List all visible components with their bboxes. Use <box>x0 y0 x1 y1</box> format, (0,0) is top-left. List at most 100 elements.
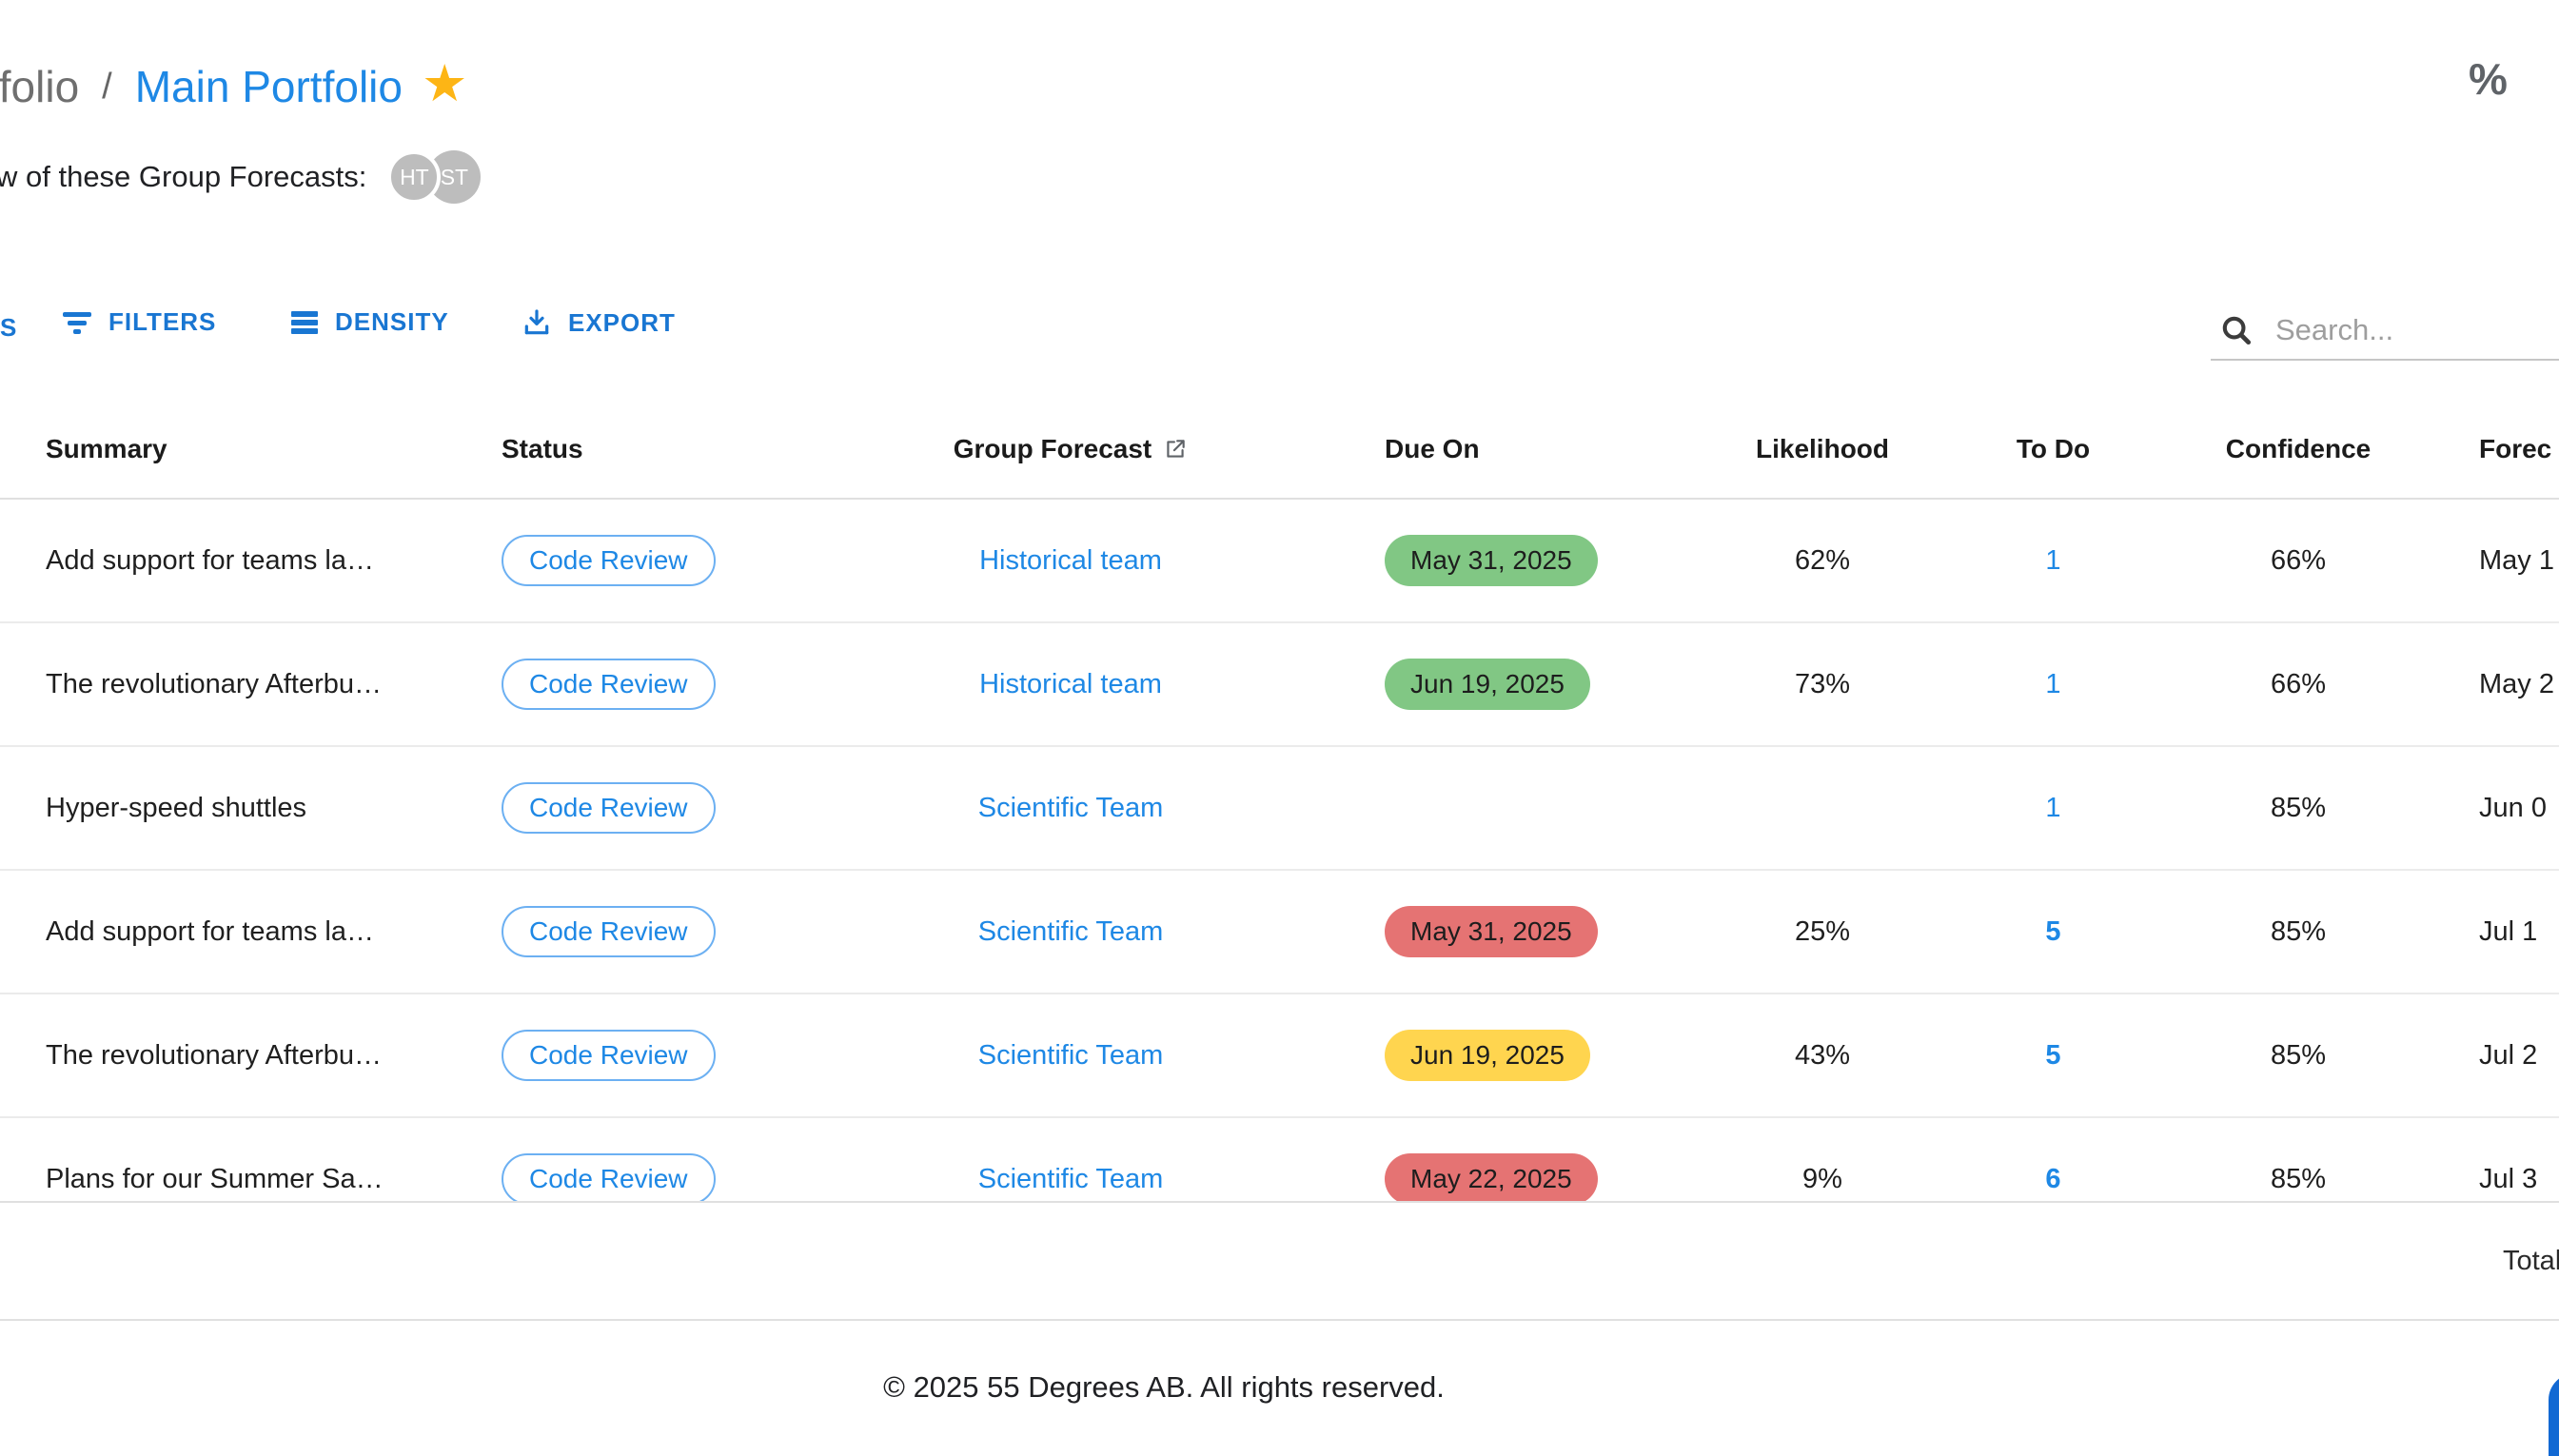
todo-cell: 5 <box>1984 916 2122 948</box>
table-toolbar: S FILTERS DENSITY EXPORT <box>0 300 2559 361</box>
due-on-cell: Jun 19, 2025 <box>1270 659 1661 710</box>
likelihood-cell: 73% <box>1794 668 1851 699</box>
col-header-status[interactable]: Status <box>502 433 583 463</box>
favorite-star-icon[interactable]: ★ <box>421 55 468 112</box>
filter-icon <box>63 311 91 334</box>
export-button-label: EXPORT <box>568 307 676 337</box>
summary-cell: Plans for our Summer Sa… <box>46 1163 384 1194</box>
todo-link[interactable]: 5 <box>2045 1039 2061 1071</box>
todo-cell: 5 <box>1984 1040 2122 1072</box>
due-on-cell: Jun 19, 2025 <box>1270 1030 1661 1081</box>
percent-toggle-button[interactable]: % <box>2469 54 2508 104</box>
search-input[interactable] <box>2275 313 2559 347</box>
group-forecast-link[interactable]: Scientific Team <box>977 915 1164 947</box>
todo-cell: 1 <box>1984 545 2122 577</box>
due-on-cell: May 22, 2025 <box>1270 1153 1661 1201</box>
status-chip: Code Review <box>502 906 716 957</box>
due-date-pill: May 31, 2025 <box>1385 535 1598 586</box>
status-cell: Code Review <box>457 1153 871 1201</box>
export-button[interactable]: EXPORT <box>521 307 676 338</box>
page-title[interactable]: Main Portfolio <box>134 62 403 111</box>
forecast-cell: Jul 1 <box>2479 915 2538 947</box>
todo-cell: 1 <box>1984 793 2122 824</box>
confidence-cell: 85% <box>2270 1163 2327 1194</box>
confidence-cell: 85% <box>2270 792 2327 823</box>
col-header-likelihood[interactable]: Likelihood <box>1756 433 1889 463</box>
confidence-cell: 85% <box>2270 1039 2327 1071</box>
summary-cell: Add support for teams la… <box>46 544 374 576</box>
table-body: Add support for teams la… Code Review Hi… <box>0 500 2559 1201</box>
subtitle-text: w of these Group Forecasts: <box>0 160 367 193</box>
col-header-due-on[interactable]: Due On <box>1385 433 1480 463</box>
breadcrumb-parent-link[interactable]: tfolio <box>0 62 80 111</box>
chat-fab-button[interactable] <box>2549 1373 2559 1456</box>
group-forecast-link[interactable]: Scientific Team <box>977 792 1164 823</box>
due-date-pill: May 31, 2025 <box>1385 906 1598 957</box>
group-forecast-cell: Scientific Team <box>871 793 1270 824</box>
due-date-pill: Jun 19, 2025 <box>1385 1030 1590 1081</box>
group-forecast-cell: Scientific Team <box>871 1164 1270 1195</box>
summary-cell: The revolutionary Afterbu… <box>46 668 383 699</box>
filters-button-label: FILTERS <box>108 307 217 336</box>
todo-link[interactable]: 1 <box>2045 668 2061 699</box>
forecast-cell: Jul 3 <box>2479 1163 2538 1194</box>
table-row[interactable]: Hyper-speed shuttles Code Review Scienti… <box>0 747 2559 871</box>
subtitle-row: w of these Group Forecasts: HT ST <box>0 150 482 204</box>
todo-link[interactable]: 5 <box>2045 915 2061 947</box>
status-cell: Code Review <box>457 1030 871 1081</box>
status-chip: Code Review <box>502 659 716 710</box>
group-forecast-cell: Historical team <box>871 545 1270 577</box>
search-icon <box>2222 316 2252 345</box>
filters-button[interactable]: FILTERS <box>61 307 216 337</box>
forecast-items-table: Summary Status Group Forecast Due On Lik… <box>0 400 2559 1321</box>
forecast-cell: Jul 2 <box>2479 1039 2538 1071</box>
col-header-forecast[interactable]: Forec <box>2479 433 2552 463</box>
todo-cell: 6 <box>1984 1164 2122 1195</box>
open-in-new-icon <box>1167 439 1185 458</box>
status-chip: Code Review <box>502 782 716 834</box>
table-row[interactable]: The revolutionary Afterbu… Code Review S… <box>0 994 2559 1118</box>
group-forecast-link[interactable]: Scientific Team <box>977 1039 1164 1071</box>
todo-link[interactable]: 6 <box>2045 1163 2061 1194</box>
density-icon <box>291 310 318 334</box>
density-button[interactable]: DENSITY <box>289 307 449 337</box>
table-row[interactable]: Add support for teams la… Code Review Sc… <box>0 871 2559 994</box>
col-header-group-forecast-label: Group Forecast <box>953 433 1152 463</box>
group-forecast-link[interactable]: Historical team <box>979 544 1162 576</box>
search-box <box>2211 302 2559 361</box>
group-forecast-link[interactable]: Historical team <box>979 668 1162 699</box>
table-row[interactable]: Add support for teams la… Code Review Hi… <box>0 500 2559 623</box>
forecast-cell: May 1 <box>2479 544 2554 576</box>
likelihood-cell: 62% <box>1794 544 1851 576</box>
status-chip: Code Review <box>502 1153 716 1201</box>
table-header-row: Summary Status Group Forecast Due On Lik… <box>0 400 2559 500</box>
forecast-cell: May 2 <box>2479 668 2554 699</box>
todo-link[interactable]: 1 <box>2045 544 2061 576</box>
confidence-cell: 66% <box>2270 668 2327 699</box>
todo-cell: 1 <box>1984 669 2122 700</box>
col-header-summary[interactable]: Summary <box>46 433 167 463</box>
col-header-confidence[interactable]: Confidence <box>2225 433 2372 463</box>
todo-link[interactable]: 1 <box>2045 792 2061 823</box>
likelihood-cell: 25% <box>1794 915 1851 947</box>
due-on-cell: May 31, 2025 <box>1270 906 1661 957</box>
status-cell: Code Review <box>457 782 871 834</box>
col-header-todo[interactable]: To Do <box>2016 433 2091 463</box>
download-icon <box>524 309 549 335</box>
columns-button-fragment[interactable]: S <box>0 313 18 342</box>
table-row[interactable]: The revolutionary Afterbu… Code Review H… <box>0 623 2559 747</box>
avatar[interactable]: HT <box>387 150 442 204</box>
due-on-cell: May 31, 2025 <box>1270 535 1661 586</box>
status-chip: Code Review <box>502 535 716 586</box>
summary-cell: Add support for teams la… <box>46 915 374 947</box>
summary-cell: Hyper-speed shuttles <box>46 792 307 823</box>
group-forecast-cell: Scientific Team <box>871 916 1270 948</box>
breadcrumb: tfolio / Main Portfolio ★ <box>0 55 468 112</box>
breadcrumb-separator: / <box>102 66 112 107</box>
group-forecast-link[interactable]: Scientific Team <box>977 1163 1164 1194</box>
col-header-group-forecast[interactable]: Group Forecast <box>871 434 1270 464</box>
status-cell: Code Review <box>457 535 871 586</box>
table-row[interactable]: Plans for our Summer Sa… Code Review Sci… <box>0 1118 2559 1201</box>
table-total-row: Total <box>0 1201 2559 1321</box>
